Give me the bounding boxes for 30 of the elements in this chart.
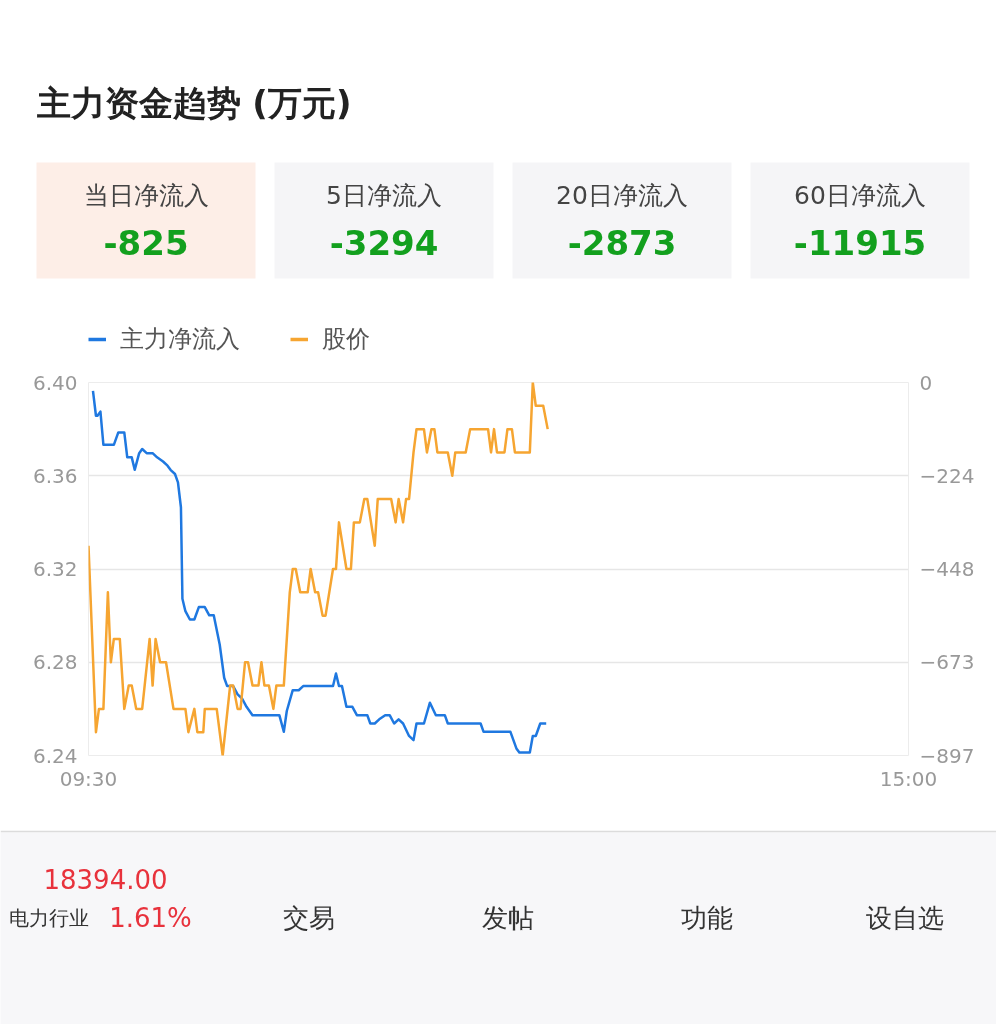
category-label: 当日净流入 [83, 181, 209, 210]
text: 发帖 [481, 902, 534, 933]
x-tick-label: 15:00 [879, 766, 938, 791]
y2-tick-label: −897 [919, 743, 975, 768]
text: 交易 [282, 902, 335, 933]
text: 功能 [680, 902, 733, 933]
y-tick-label: 6.24 [32, 743, 78, 768]
y-tick-label: 6.40 [32, 370, 78, 395]
text: 设自选 [865, 902, 944, 933]
y2-tick-label: −673 [919, 650, 975, 675]
legend-label: 主力净流入 [120, 324, 240, 355]
data-label: -2873 [567, 223, 677, 263]
y2-tick-label: −448 [919, 556, 975, 581]
y-tick-label: 6.32 [32, 557, 78, 581]
data-label: -3294 [329, 223, 439, 263]
text: 18394.00 [43, 865, 168, 896]
category-label: 5日净流入 [326, 181, 442, 210]
text: 主力资金趋势 (万元) [35, 82, 352, 123]
text: 电力行业 [8, 905, 89, 930]
category-label: 20日净流入 [556, 181, 688, 210]
y-tick-label: 6.36 [32, 463, 78, 488]
y2-tick-label: −224 [919, 463, 975, 488]
legend-label: 股价 [322, 324, 370, 355]
y2-tick-label: 0 [919, 370, 933, 395]
category-label: 60日净流入 [794, 181, 926, 210]
data-label: -11915 [793, 223, 927, 263]
y-tick-label: 6.28 [32, 650, 78, 675]
x-tick-label: 09:30 [59, 766, 118, 791]
text: 1.61% [109, 902, 192, 933]
data-label: -825 [103, 223, 189, 263]
